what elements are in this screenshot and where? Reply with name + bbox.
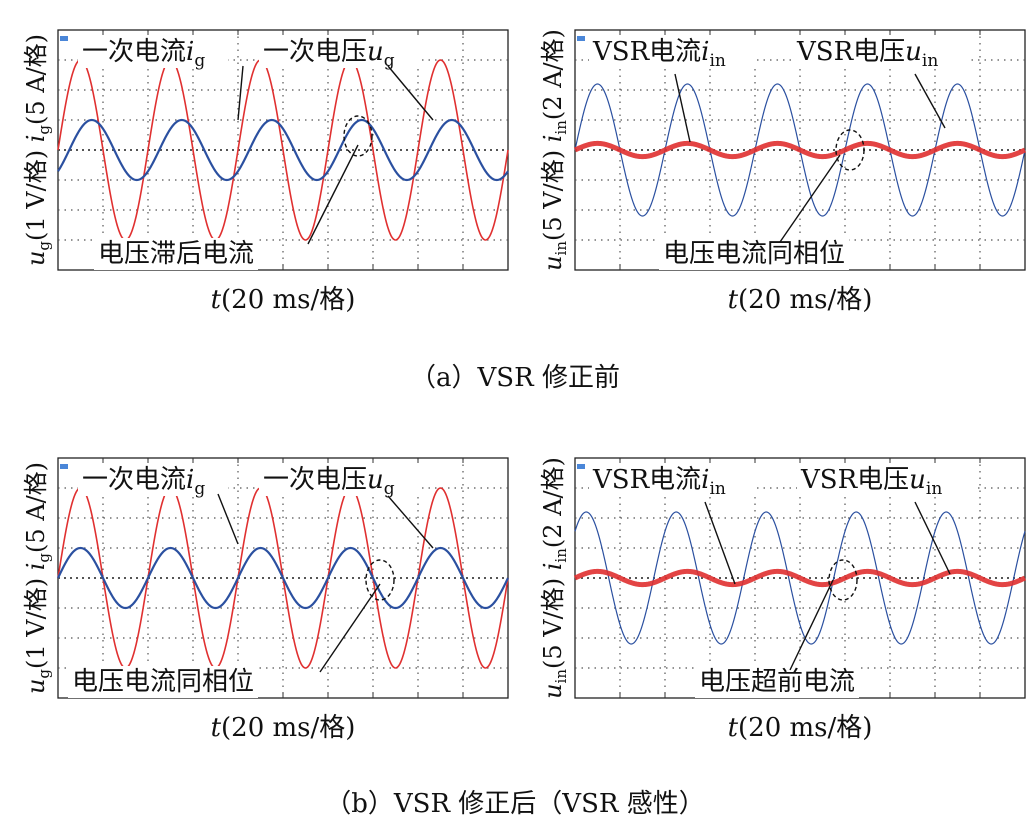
phase-ellipse [365, 559, 395, 601]
current-label: 一次电流ig [82, 465, 205, 499]
phase-note: 电压电流同相位 [663, 239, 845, 269]
phase-note: 电压滞后电流 [98, 239, 254, 269]
caption-b: （b）VSR 修正后（VSR 感性） [325, 789, 705, 819]
voltage-label: 一次电压ug [263, 465, 395, 499]
y-axis-label: uin(5 V/格) iin(2 A/格) [539, 29, 570, 271]
pointer-line [217, 493, 239, 545]
x-axis-label: t(20 ms/格) [211, 713, 356, 743]
trigger-marker [60, 36, 68, 41]
x-axis-label: t(20 ms/格) [728, 713, 873, 743]
chart-panel-a-right: VSR电流iin VSR电压uin 电压电流同相位 t(20 ms/格) uin(5 V… [539, 29, 1027, 315]
label-bg [78, 464, 228, 496]
trigger-marker [577, 36, 585, 41]
grid [58, 458, 508, 698]
label-bg [259, 36, 419, 68]
pointer-line [914, 73, 946, 129]
label-bg [659, 238, 849, 270]
current-label: VSR电流iin [592, 465, 726, 499]
phase-note: 电压电流同相位 [72, 667, 254, 697]
trigger-marker [60, 464, 68, 469]
label-bg [68, 666, 258, 698]
label-bg [259, 464, 419, 496]
series-red-line [573, 568, 1027, 588]
grid [575, 458, 1025, 698]
label-bg [589, 464, 757, 496]
current-label: VSR电流iin [592, 37, 726, 71]
voltage-label: 一次电压ug [263, 37, 395, 71]
label-bg [695, 666, 859, 698]
pointer-line [319, 583, 381, 673]
label-bg [589, 36, 757, 68]
pointer-line [674, 73, 691, 143]
phase-ellipse [343, 115, 373, 157]
trigger-marker [577, 464, 585, 469]
voltage-label: VSR电压uin [796, 37, 938, 71]
series-red-line [573, 140, 1027, 160]
grid [575, 30, 1025, 270]
pointer-line [387, 65, 434, 121]
label-bg [793, 36, 971, 68]
series-blue-line [57, 546, 509, 610]
chart-panel-b-left: 一次电流ig 一次电压ug 电压电流同相位 t(20 ms/格) ug(1 V/格) i… [22, 457, 509, 743]
series-blue-line [57, 118, 509, 182]
series-blue-line [574, 511, 1026, 645]
label-bg [94, 238, 258, 270]
x-axis-label: t(20 ms/格) [728, 285, 873, 315]
phase-note: 电压超前电流 [699, 667, 855, 697]
pointer-line [704, 501, 736, 585]
current-label: 一次电流ig [82, 37, 205, 71]
pointer-line [914, 501, 951, 575]
phase-ellipse [828, 559, 858, 601]
label-bg [78, 36, 228, 68]
pointer-line [307, 144, 359, 245]
phase-ellipse [835, 129, 865, 171]
y-axis-label: ug(1 V/格) ig(5 A/格) [22, 34, 53, 266]
pointer-line [779, 154, 841, 243]
voltage-label: VSR电压uin [800, 465, 942, 499]
pointer-line [789, 579, 834, 671]
y-axis-label: uin(5 V/格) iin(2 A/格) [539, 457, 570, 699]
pointer-line [237, 65, 244, 121]
series-red-line [57, 59, 509, 241]
pointer-line [387, 495, 434, 549]
x-axis-label: t(20 ms/格) [211, 285, 356, 315]
chart-panel-b-right: VSR电流iin VSR电压uin 电压超前电流 t(20 ms/格) uin(5 V/… [539, 457, 1027, 743]
caption-a: （a）VSR 修正前 [410, 363, 620, 393]
y-axis-label: ug(1 V/格) ig(5 A/格) [22, 462, 53, 694]
label-bg [797, 464, 975, 496]
chart-panel-a-left: 一次电流ig 一次电压ug 电压滞后电流 t(20 ms/格) ug(1 V/格) ig… [22, 29, 509, 315]
